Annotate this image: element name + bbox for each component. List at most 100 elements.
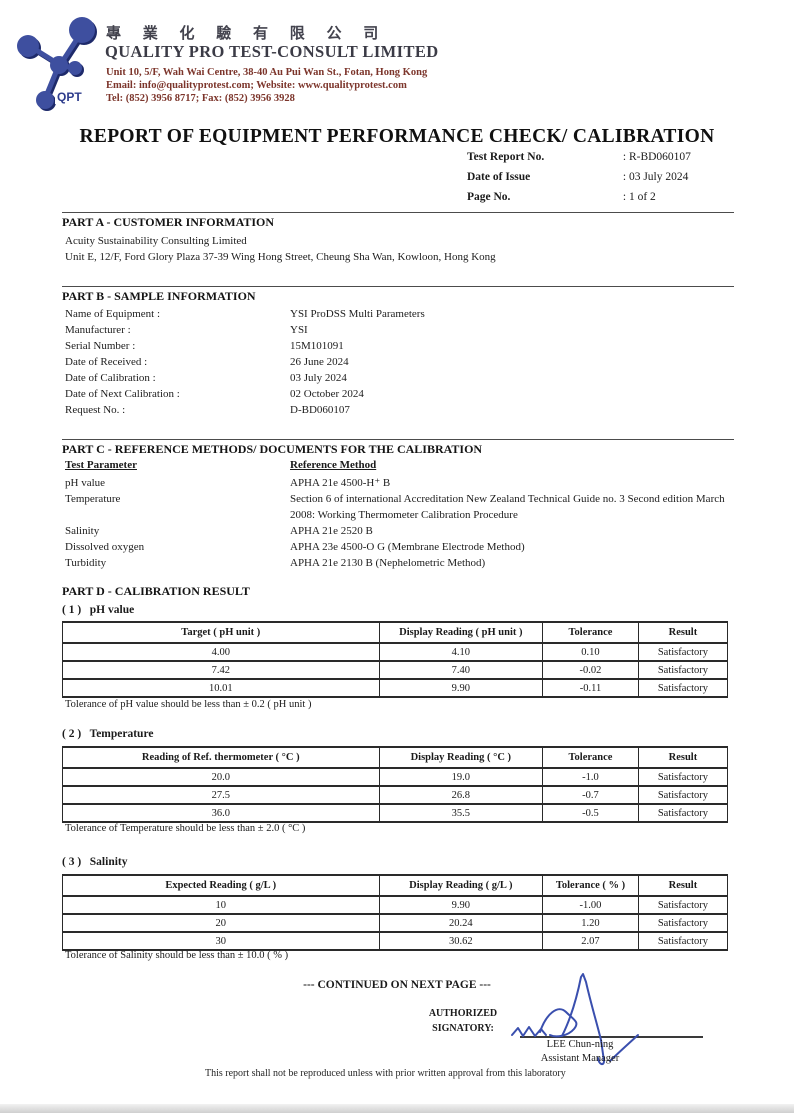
column-header: Tolerance: [542, 746, 639, 769]
field-value: 26 June 2024: [290, 356, 349, 368]
sample-info-list: Name of Equipment : YSI ProDSS Multi Para…: [65, 306, 425, 418]
signatory-text: SIGNATORY:: [432, 1023, 494, 1034]
table-cell: 10: [62, 895, 380, 915]
table-header-row: Target ( pH unit ) Display Reading ( pH …: [62, 621, 729, 644]
signatory-title: Assistant Manager: [540, 1053, 620, 1064]
column-header: Result: [637, 874, 729, 897]
column-header: Target ( pH unit ): [62, 621, 380, 644]
reference-row: Temperature Section 6 of international Ac…: [65, 491, 726, 523]
meta-row: Test Report No. : R-BD060107: [467, 151, 691, 171]
table-cell: Satisfactory: [637, 803, 729, 823]
company-address: Unit 10, 5/F, Wah Wai Centre, 38-40 Au P…: [106, 67, 428, 78]
report-disclaimer: This report shall not be reproduced unle…: [205, 1068, 566, 1079]
column-header: Tolerance: [542, 621, 639, 644]
reference-row: Salinity APHA 21e 2520 B: [65, 523, 726, 539]
field-value: YSI ProDSS Multi Parameters: [290, 308, 425, 320]
qpt-molecule-logo-icon: QPT: [17, 17, 97, 111]
table-cell: -0.02: [542, 660, 639, 680]
column-header: Tolerance ( % ): [542, 874, 639, 897]
table-cell: 10.01: [62, 678, 380, 698]
table-cell: 20.24: [378, 913, 544, 933]
table-cell: Satisfactory: [637, 895, 729, 915]
test-parameter: Dissolved oxygen: [65, 541, 145, 553]
field-label: Date of Received :: [65, 356, 148, 368]
field-label: Date of Next Calibration :: [65, 388, 180, 400]
table-cell: 19.0: [378, 767, 544, 787]
ph-tolerance-note: Tolerance of pH value should be less tha…: [65, 699, 312, 710]
table-cell: 36.0: [62, 803, 380, 823]
logo-qpt-text: QPT: [57, 90, 82, 104]
table-cell: -0.11: [542, 678, 639, 698]
table-cell: 27.5: [62, 785, 380, 805]
reference-row: Turbidity APHA 21e 2130 B (Nephelometric …: [65, 555, 726, 571]
meta-value: : 1 of 2: [622, 191, 656, 203]
table-cell: 7.42: [62, 660, 380, 680]
table-cell: Satisfactory: [637, 931, 729, 951]
ph-calibration-table: Target ( pH unit ) Display Reading ( pH …: [62, 621, 729, 698]
company-name-english: QUALITY PRO TEST-CONSULT LIMITED: [105, 42, 439, 61]
field-value: 03 July 2024: [290, 372, 347, 384]
salinity-tolerance-note: Tolerance of Salinity should be less tha…: [65, 950, 289, 961]
column-header: Expected Reading ( g/L ): [62, 874, 380, 897]
table-header-row: Expected Reading ( g/L ) Display Reading…: [62, 874, 729, 897]
part-c-heading: PART C - REFERENCE METHODS/ DOCUMENTS FO…: [62, 442, 483, 456]
meta-row: Date of Issue : 03 July 2024: [467, 171, 691, 191]
table-cell: Satisfactory: [637, 767, 729, 787]
table-cell: 20: [62, 913, 380, 933]
table-cell: 30: [62, 931, 380, 951]
field-label: Manufacturer :: [65, 324, 131, 336]
reference-method: APHA 21e 4500-H⁺ B: [290, 477, 391, 489]
table-row: 7.42 7.40 -0.02 Satisfactory: [62, 660, 729, 680]
reference-method: APHA 23e 4500-O G (Membrane Electrode Me…: [290, 541, 525, 553]
table-cell: 20.0: [62, 767, 380, 787]
table-cell: 30.62: [378, 931, 544, 951]
test-parameter: Salinity: [65, 525, 100, 537]
sample-info-row: Request No. : D-BD060107: [65, 402, 425, 418]
report-title: REPORT OF EQUIPMENT PERFORMANCE CHECK/ C…: [79, 126, 715, 147]
authorized-text: AUTHORIZED: [428, 1008, 498, 1019]
column-header: Result: [637, 746, 729, 769]
table-cell: 0.10: [542, 642, 639, 662]
field-label: Date of Calibration :: [65, 372, 156, 384]
column-header: Reading of Ref. thermometer ( °C ): [62, 746, 380, 769]
part-d-heading: PART D - CALIBRATION RESULT: [62, 584, 250, 598]
section-divider: [62, 286, 734, 287]
table-cell: Satisfactory: [637, 785, 729, 805]
column-header: Display Reading ( pH unit ): [378, 621, 544, 644]
salinity-calibration-table: Expected Reading ( g/L ) Display Reading…: [62, 874, 729, 951]
table-row: 10 9.90 -1.00 Satisfactory: [62, 895, 729, 915]
table-cell: -0.7: [542, 785, 639, 805]
table-cell: 35.5: [378, 803, 544, 823]
reference-method: APHA 21e 2130 B (Nephelometric Method): [290, 557, 486, 569]
reference-method: APHA 21e 2520 B: [290, 525, 373, 537]
column-header: Result: [637, 621, 729, 644]
sample-info-row: Serial Number : 15M101091: [65, 338, 425, 354]
salinity-section-title: ( 3 ) Salinity: [62, 856, 128, 868]
test-parameter: Turbidity: [65, 557, 107, 569]
sample-info-row: Date of Calibration : 03 July 2024: [65, 370, 425, 386]
section-divider: [62, 212, 734, 213]
table-cell: 26.8: [378, 785, 544, 805]
field-value: YSI: [290, 324, 308, 336]
table-row: 36.0 35.5 -0.5 Satisfactory: [62, 803, 729, 823]
table-row: 27.5 26.8 -0.7 Satisfactory: [62, 785, 729, 805]
table-row: 10.01 9.90 -0.11 Satisfactory: [62, 678, 729, 698]
report-meta-block: Test Report No. : R-BD060107 Date of Iss…: [467, 151, 691, 211]
signature-line: [520, 1036, 703, 1038]
temperature-calibration-table: Reading of Ref. thermometer ( °C ) Displ…: [62, 746, 729, 823]
sample-info-row: Date of Received : 26 June 2024: [65, 354, 425, 370]
column-header: Display Reading ( °C ): [378, 746, 544, 769]
field-label: Serial Number :: [65, 340, 136, 352]
customer-address: Unit E, 12/F, Ford Glory Plaza 37-39 Win…: [65, 251, 496, 263]
field-value: 02 October 2024: [290, 388, 364, 400]
test-parameter: pH value: [65, 477, 106, 489]
signatory-name: LEE Chun-ning: [546, 1039, 614, 1050]
table-cell: Satisfactory: [637, 678, 729, 698]
field-label: Request No. :: [65, 404, 126, 416]
field-value: 15M101091: [290, 340, 344, 352]
meta-label: Test Report No.: [467, 151, 545, 163]
company-tel-fax: Tel: (852) 3956 8717; Fax: (852) 3956 39…: [106, 93, 295, 104]
temperature-section-title: ( 2 ) Temperature: [62, 728, 154, 740]
company-email-website: Email: info@qualityprotest.com; Website:…: [106, 80, 407, 91]
